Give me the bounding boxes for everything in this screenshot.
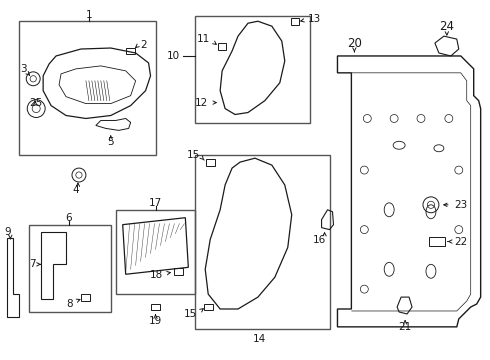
Text: 1: 1 <box>86 10 92 20</box>
Bar <box>204 303 213 310</box>
Text: 11: 11 <box>197 34 210 44</box>
Text: 15: 15 <box>187 150 200 160</box>
Text: 13: 13 <box>308 14 321 24</box>
Text: 25: 25 <box>29 98 43 108</box>
Bar <box>19 21 155 155</box>
Text: 14: 14 <box>253 334 267 344</box>
Text: 18: 18 <box>150 270 164 280</box>
Text: 12: 12 <box>195 98 208 108</box>
Text: 20: 20 <box>347 37 362 50</box>
Text: 4: 4 <box>73 185 79 195</box>
Text: 24: 24 <box>440 20 454 33</box>
Bar <box>81 294 90 301</box>
Text: 22: 22 <box>454 237 467 247</box>
Text: 15: 15 <box>184 309 197 319</box>
Bar <box>196 155 329 329</box>
Bar <box>151 303 160 310</box>
Text: 16: 16 <box>313 234 326 244</box>
Text: 21: 21 <box>398 322 412 332</box>
Text: 9: 9 <box>4 226 11 237</box>
Bar <box>126 48 135 54</box>
Bar <box>116 210 196 294</box>
Text: 3: 3 <box>20 64 26 74</box>
Bar <box>206 159 215 166</box>
Bar <box>174 268 183 275</box>
Bar <box>29 225 111 312</box>
Text: 5: 5 <box>107 137 114 147</box>
Text: 19: 19 <box>149 316 162 326</box>
Text: 6: 6 <box>66 213 73 223</box>
Bar <box>218 42 226 50</box>
Bar <box>429 237 445 246</box>
Text: 10: 10 <box>167 51 180 61</box>
Bar <box>196 16 310 123</box>
Text: 2: 2 <box>141 40 147 50</box>
Text: 7: 7 <box>29 259 36 269</box>
Text: 17: 17 <box>149 198 162 208</box>
Text: 8: 8 <box>66 299 73 309</box>
Text: 23: 23 <box>454 200 467 210</box>
Bar <box>291 18 299 25</box>
